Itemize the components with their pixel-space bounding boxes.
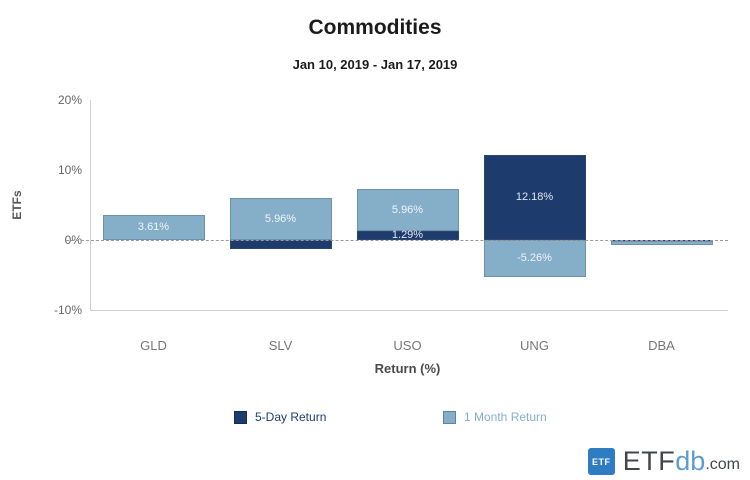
bar-uso-5-day-return[interactable] — [356, 230, 459, 240]
etf-badge-icon: ETF — [587, 448, 615, 475]
bar-gld-1-month-return[interactable] — [102, 214, 205, 240]
chart-subtitle: Jan 10, 2019 - Jan 17, 2019 — [292, 57, 458, 72]
y-tick--10%: -10% — [53, 303, 82, 317]
plot-area: 3.61% 5.96% 1.29% 5.96% 12.18% -5.26% — [90, 100, 725, 310]
bar-ung-5-day-return[interactable] — [483, 154, 586, 240]
legend-item-5-day-return[interactable]: 5-Day Return — [234, 410, 326, 424]
y-tick-10%: 10% — [57, 163, 82, 177]
legend: 5-Day Return 1 Month Return — [0, 410, 750, 430]
legend-label-1-month: 1 Month Return — [464, 410, 547, 424]
chart-title: Commodities — [308, 16, 442, 39]
bar-slv-5-day-return[interactable] — [229, 240, 332, 250]
legend-item-1-month-return[interactable]: 1 Month Return — [443, 410, 547, 424]
bar-slv-1-month-return[interactable] — [229, 198, 332, 240]
logo-text-db: db — [675, 446, 706, 476]
x-category-UNG: UNG — [520, 338, 549, 353]
bar-uso-1-month-return[interactable] — [356, 189, 459, 231]
x-axis-title: Return (%) — [374, 361, 441, 376]
bar-dba-1-month-return[interactable] — [610, 241, 713, 245]
x-category-SLV: SLV — [268, 338, 293, 353]
etfdb-logo[interactable]: ETF ETF db .com — [587, 446, 740, 477]
legend-swatch-1-month — [443, 410, 456, 424]
logo-text-com: .com — [705, 456, 740, 473]
logo-text-etf: ETF — [622, 446, 676, 476]
legend-swatch-5-day — [234, 410, 247, 424]
x-category-USO: USO — [393, 338, 422, 353]
zero-baseline — [66, 240, 728, 241]
x-axis-line — [90, 310, 728, 311]
x-category-DBA: DBA — [648, 338, 675, 353]
bar-ung-1-month-return[interactable] — [483, 240, 586, 277]
x-category-GLD: GLD — [140, 338, 167, 353]
y-axis-line — [90, 100, 91, 311]
y-axis-title: ETFs — [10, 190, 24, 220]
y-tick-20%: 20% — [57, 93, 82, 107]
legend-label-5-day: 5-Day Return — [255, 410, 327, 424]
